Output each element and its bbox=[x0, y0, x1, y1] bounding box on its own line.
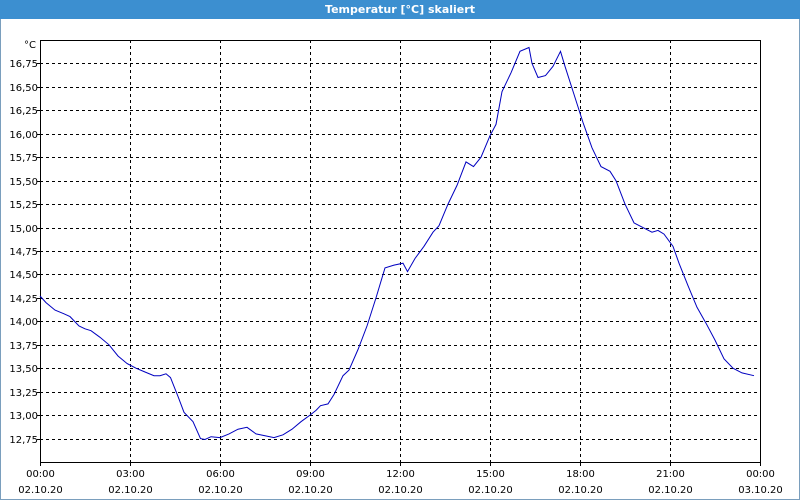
y-tick-label: 13,75 bbox=[9, 341, 38, 352]
y-tick-label: 16,25 bbox=[9, 106, 38, 117]
window-title: Temperatur [°C] skaliert bbox=[0, 0, 800, 19]
x-tick-time-label: 00:00 bbox=[746, 469, 775, 480]
y-axis-tick-labels: 12,75 13,00 13,25 13,50 13,75 14,00 14,25 14,50… bbox=[9, 59, 38, 446]
y-tick-label: 14,75 bbox=[9, 247, 38, 258]
x-tick-time-label: 03:00 bbox=[116, 469, 145, 480]
x-tick-time-label: 21:00 bbox=[656, 469, 685, 480]
y-tick-label: 14,50 bbox=[9, 270, 38, 281]
x-tick-time-label: 06:00 bbox=[206, 469, 235, 480]
chart-grid bbox=[37, 40, 761, 466]
x-tick-date-label: 02.10.20 bbox=[558, 485, 603, 496]
y-tick-label: 13,50 bbox=[9, 364, 38, 375]
y-tick-label: 15,25 bbox=[9, 200, 38, 211]
y-tick-label: 16,00 bbox=[9, 130, 38, 141]
x-tick-date-label: 02.10.20 bbox=[108, 485, 153, 496]
x-tick-time-label: 09:00 bbox=[296, 469, 325, 480]
y-tick-label: 13,00 bbox=[9, 411, 38, 422]
y-tick-label: 13,25 bbox=[9, 388, 38, 399]
x-tick-date-label: 02.10.20 bbox=[468, 485, 513, 496]
x-tick-time-label: 15:00 bbox=[476, 469, 505, 480]
y-tick-label: 14,00 bbox=[9, 317, 38, 328]
x-tick-date-label: 03.10.20 bbox=[738, 485, 783, 496]
x-tick-time-label: 00:00 bbox=[26, 469, 55, 480]
x-tick-time-label: 12:00 bbox=[386, 469, 415, 480]
y-tick-label: 14,25 bbox=[9, 294, 38, 305]
y-tick-label: 12,75 bbox=[9, 435, 38, 446]
y-axis-unit-label: °C bbox=[24, 40, 36, 51]
y-tick-label: 16,50 bbox=[9, 83, 38, 94]
x-axis-tick-labels: 00:00 02.10.20 03:00 02.10.20 06:00 02.10.20 0… bbox=[18, 469, 783, 496]
x-tick-date-label: 02.10.20 bbox=[378, 485, 423, 496]
y-tick-label: 15,00 bbox=[9, 224, 38, 235]
temperature-series-line bbox=[39, 46, 755, 441]
y-tick-label: 15,75 bbox=[9, 153, 38, 164]
y-tick-label: 15,50 bbox=[9, 177, 38, 188]
x-tick-time-label: 18:00 bbox=[566, 469, 595, 480]
x-tick-date-label: 02.10.20 bbox=[288, 485, 333, 496]
plot-area bbox=[40, 40, 761, 463]
x-tick-date-label: 02.10.20 bbox=[198, 485, 243, 496]
x-tick-date-label: 02.10.20 bbox=[18, 485, 63, 496]
y-tick-label: 16,75 bbox=[9, 59, 38, 70]
x-tick-date-label: 02.10.20 bbox=[648, 485, 693, 496]
